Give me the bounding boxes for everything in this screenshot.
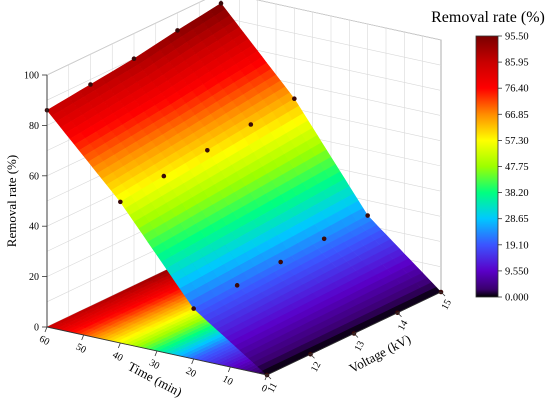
data-point (365, 213, 370, 218)
data-point (278, 259, 283, 265)
colorbar-tick-label: 9.550 (505, 266, 529, 277)
x-tick (353, 333, 359, 338)
y-tick-label: 20 (184, 366, 198, 380)
z-axis-label: Removal rate (%) (4, 155, 19, 247)
data-point (131, 56, 137, 61)
x-tick (310, 353, 315, 359)
data-point (191, 306, 196, 311)
y-tick (191, 358, 195, 365)
x-tick (440, 291, 446, 297)
z-tick-label: 100 (24, 71, 39, 82)
y-tick (227, 366, 231, 373)
z-tick-label: 40 (29, 222, 39, 233)
colorbar-tick-label: 57.30 (505, 136, 529, 147)
y-tick (44, 326, 48, 333)
colorbar-tick-label: 95.50 (505, 32, 529, 43)
x-tick-label: 11 (266, 381, 280, 395)
data-point (88, 82, 93, 87)
colorbar-tick-label: 28.65 (505, 214, 529, 225)
y-tick (117, 342, 121, 349)
data-point (321, 236, 327, 242)
colorbar-tick-label: 47.75 (505, 162, 529, 173)
colorbar-title: Removal rate (%) (431, 9, 545, 26)
colorbar-tick-label: 0.000 (505, 293, 529, 304)
x-axis-label: Voltage (kV) (347, 331, 413, 376)
x-tick-label: 14 (396, 319, 410, 333)
colorbar-tick-label: 19.10 (505, 240, 529, 251)
y-tick-label: 30 (147, 358, 161, 372)
y-tick-label: 0 (259, 383, 269, 395)
colorbar-tick-label: 85.95 (505, 58, 529, 69)
colorbar: 0.000 9.550 19.10 28.65 38.20 47.75 57.30 66.85… (431, 9, 545, 304)
data-point (175, 28, 180, 33)
data-point (161, 173, 167, 179)
y-tick-label: 40 (111, 350, 125, 364)
x-tick-label: 15 (440, 298, 454, 312)
data-point (292, 96, 297, 102)
z-tick-label: 20 (29, 272, 39, 283)
x-tick-label: 12 (309, 360, 323, 374)
data-point (118, 199, 123, 205)
y-tick-label: 10 (221, 374, 235, 388)
colorbar-tick-label: 66.85 (505, 110, 529, 121)
z-tick-label: 60 (29, 171, 39, 182)
colorbar-tick-label: 76.40 (505, 84, 529, 95)
x-tick (266, 374, 272, 380)
y-tick (154, 350, 158, 357)
colorbar-tick-label: 38.20 (505, 188, 529, 199)
y-tick-label: 50 (74, 342, 88, 356)
data-point (218, 1, 224, 6)
y-tick-label: 60 (37, 334, 51, 348)
surface-mesh (46, 2, 442, 376)
colorbar-gradient (475, 35, 499, 298)
x-tick-label: 13 (353, 339, 367, 353)
z-tick-label: 80 (29, 121, 39, 132)
z-tick-label: 0 (34, 323, 39, 334)
data-point (248, 122, 254, 127)
y-tick (81, 334, 85, 341)
data-point (205, 148, 210, 153)
x-tick (397, 312, 402, 318)
y-tick (264, 374, 268, 381)
data-point (234, 283, 240, 288)
